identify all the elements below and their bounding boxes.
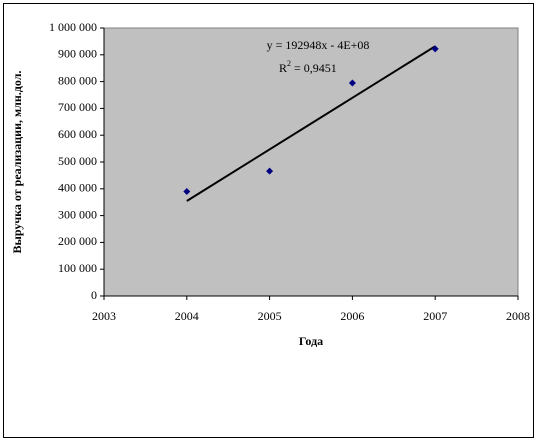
y-tick-label: 700 000 (58, 100, 97, 114)
r2-sup: 2 (287, 59, 291, 68)
x-tick-label: 2005 (258, 309, 282, 323)
x-tick-label: 2003 (92, 309, 116, 323)
y-tick-label: 800 000 (58, 73, 97, 87)
point (183, 187, 191, 195)
y-tick-label: 500 000 (58, 154, 97, 168)
x-tick-label: 2006 (340, 309, 364, 323)
y-tick-label: 1 000 000 (49, 20, 97, 34)
x-axis-label: Года (299, 334, 323, 348)
plot-area (103, 27, 519, 297)
trend-equation: y = 192948x - 4E+08 (267, 38, 370, 52)
r2-value: = 0,9451 (294, 61, 337, 75)
y-axis-label: Выручка от реализации, млн.дол. (10, 71, 24, 254)
trendline (186, 45, 436, 202)
y-tick-label: 600 000 (58, 127, 97, 141)
y-tick-label: 300 000 (58, 207, 97, 221)
x-tick-label: 2008 (506, 309, 530, 323)
x-tick-label: 2004 (175, 309, 199, 323)
y-tick-label: 100 000 (58, 261, 97, 275)
y-tick-label: 900 000 (58, 47, 97, 61)
r2-label: R2 = 0,9451 (279, 59, 337, 75)
y-tick-label: 200 000 (58, 234, 97, 248)
point (348, 79, 356, 87)
y-tick-label: 400 000 (58, 181, 97, 195)
r2-r: R (279, 61, 287, 75)
point (266, 167, 274, 175)
x-tick-label: 2007 (423, 309, 447, 323)
point (431, 45, 439, 53)
y-tick-label: 0 (91, 288, 97, 302)
